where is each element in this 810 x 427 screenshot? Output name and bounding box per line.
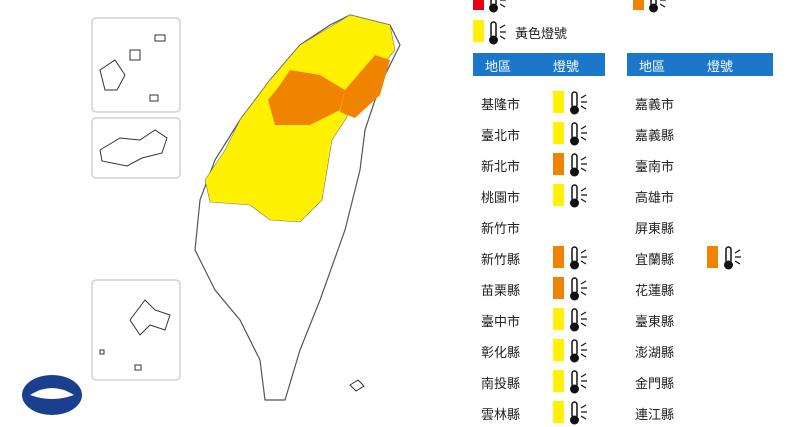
warning-swatch bbox=[553, 91, 564, 113]
thermometer-icon bbox=[570, 122, 587, 146]
warning-swatch bbox=[553, 122, 564, 144]
header-cell: 燈號 bbox=[553, 60, 580, 75]
region-name: 新竹市 bbox=[481, 222, 521, 237]
inset-box bbox=[91, 279, 181, 381]
thermometer-icon bbox=[570, 184, 587, 208]
region-name: 嘉義市 bbox=[635, 98, 675, 113]
header-cell: 地區 bbox=[485, 60, 512, 75]
thermometer-icon bbox=[570, 308, 587, 332]
warning-swatch bbox=[553, 370, 564, 392]
region-name: 屏東縣 bbox=[635, 222, 675, 237]
region-name: 臺南市 bbox=[635, 160, 675, 175]
thermometer-icon bbox=[570, 370, 587, 394]
region-name: 臺東縣 bbox=[635, 315, 675, 330]
region-name: 基隆市 bbox=[481, 98, 521, 113]
region-name: 雲林縣 bbox=[481, 408, 521, 423]
region-name: 臺北市 bbox=[481, 129, 521, 144]
warning-swatch bbox=[553, 153, 564, 175]
warning-swatch bbox=[707, 246, 718, 268]
orange-area bbox=[340, 55, 390, 118]
thermometer-icon bbox=[570, 153, 587, 177]
logo-mark bbox=[30, 388, 74, 399]
region-name: 花蓮縣 bbox=[635, 284, 675, 299]
region-name: 高雄市 bbox=[635, 191, 675, 206]
region-name: 新北市 bbox=[481, 160, 521, 175]
islands bbox=[99, 299, 171, 371]
region-name: 桃園市 bbox=[481, 191, 521, 206]
region-name: 澎湖縣 bbox=[635, 346, 675, 361]
islands bbox=[99, 34, 166, 102]
region-name: 臺中市 bbox=[481, 315, 521, 330]
warning-swatch bbox=[553, 184, 564, 206]
region-name: 金門縣 bbox=[635, 377, 675, 392]
legend-swatch bbox=[473, 0, 484, 10]
inset-box bbox=[91, 17, 181, 113]
header-cell: 燈號 bbox=[707, 60, 734, 75]
region-name: 嘉義縣 bbox=[635, 129, 675, 144]
region-name: 苗栗縣 bbox=[481, 284, 521, 299]
header-cell: 地區 bbox=[639, 60, 666, 75]
region-name: 彰化縣 bbox=[481, 346, 521, 361]
islands bbox=[349, 379, 365, 392]
table-header bbox=[473, 53, 605, 76]
thermometer-icon bbox=[489, 21, 506, 45]
thermometer-icon bbox=[570, 277, 587, 301]
warning-swatch bbox=[553, 339, 564, 361]
warning-swatch bbox=[553, 308, 564, 330]
orange-area bbox=[268, 70, 345, 125]
warning-swatch bbox=[553, 401, 564, 423]
region-name: 南投縣 bbox=[481, 377, 521, 392]
thermometer-icon bbox=[570, 246, 587, 270]
map bbox=[22, 14, 401, 415]
table-header bbox=[627, 53, 773, 76]
legend-swatch bbox=[473, 20, 484, 42]
region-name: 連江縣 bbox=[635, 408, 675, 423]
legend-label: 黃色燈號 bbox=[515, 27, 568, 42]
thermometer-icon bbox=[724, 246, 741, 270]
region-name: 新竹縣 bbox=[481, 253, 521, 268]
warning-swatch bbox=[553, 277, 564, 299]
region-name: 宜蘭縣 bbox=[635, 253, 675, 268]
thermometer-icon bbox=[570, 401, 587, 425]
thermometer-icon bbox=[489, 0, 506, 13]
warning-swatch bbox=[553, 246, 564, 268]
thermometer-icon bbox=[570, 339, 587, 363]
islands bbox=[99, 129, 168, 167]
inset-box bbox=[91, 117, 181, 179]
thermometer-icon bbox=[649, 0, 666, 13]
legend-swatch bbox=[633, 0, 644, 10]
thermometer-icon bbox=[570, 91, 587, 115]
